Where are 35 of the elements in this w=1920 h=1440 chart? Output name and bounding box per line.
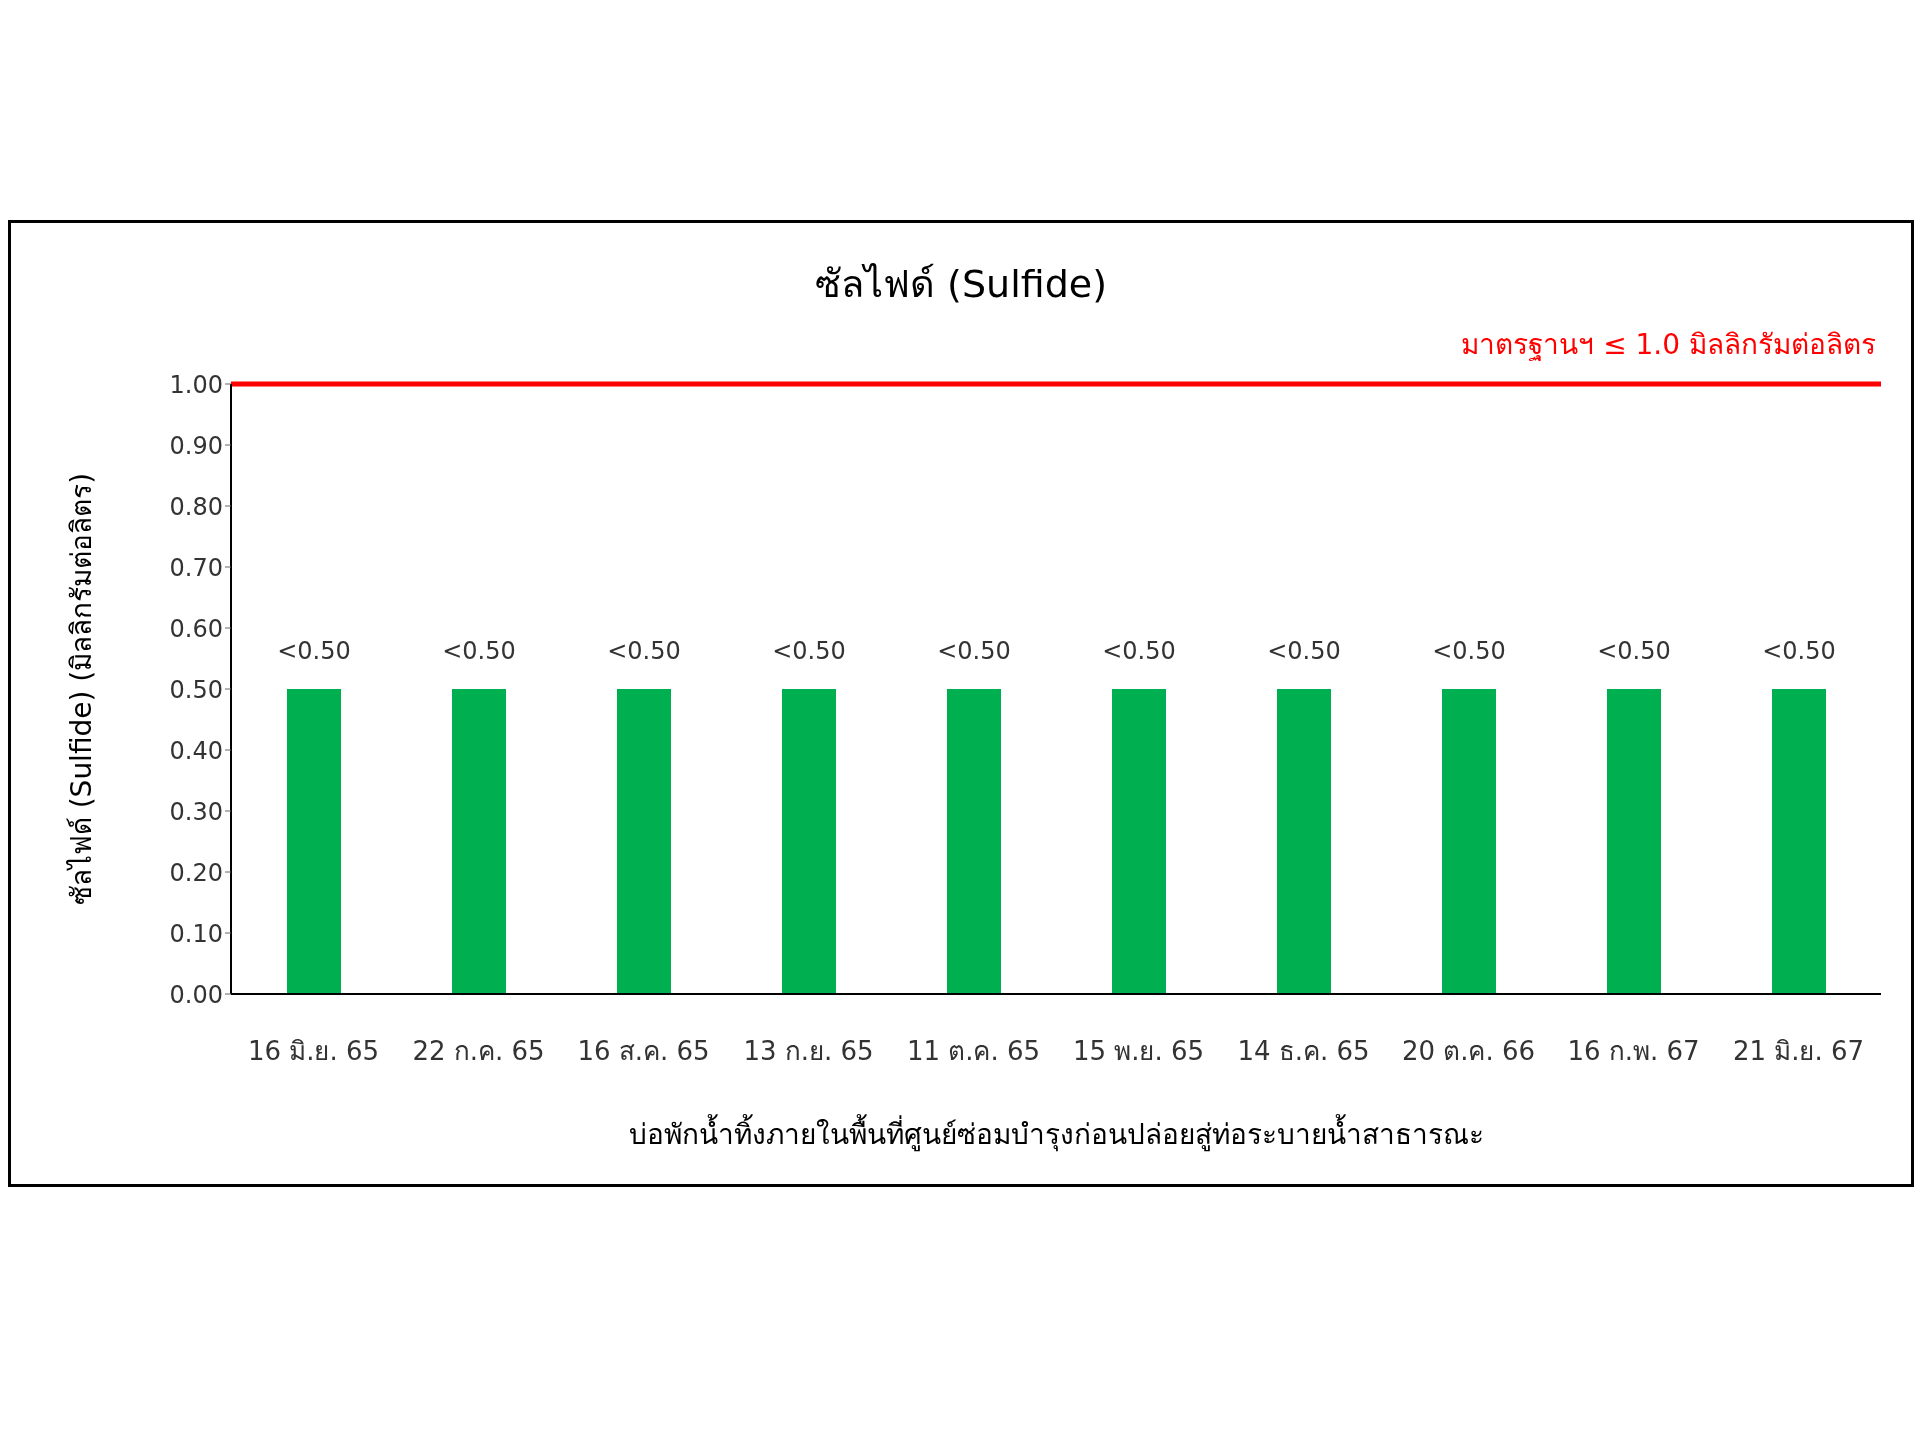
x-axis-title: บ่อพักน้ำทิ้งภายในพื้นที่ศูนย์ซ่อมบำรุงก่อนปล่อยสู่ท่อระบายน้ำสาธารณะ [628,1114,1484,1152]
x-tick-label: 15 พ.ย. 65 [1072,1036,1205,1067]
data-label: <0.50 [1102,637,1176,665]
y-tick-label: 0.20 [169,858,223,887]
x-tick-label: 22 ก.ค. 65 [412,1036,545,1067]
x-tick-label: 13 ก.ย. 65 [743,1036,874,1067]
x-tick-label: 14 ธ.ค. 65 [1237,1036,1370,1067]
y-tick-label: 0.10 [169,919,223,948]
data-label: <0.50 [937,637,1011,665]
y-tick-label: 0.90 [169,431,223,460]
x-tick-label: 20 ต.ค. 66 [1401,1036,1536,1067]
y-tick-label: 0.80 [169,492,223,521]
y-tick-label: 0.50 [169,675,223,704]
x-tick-label: 16 มิ.ย. 65 [247,1036,380,1067]
x-tick-label: 21 มิ.ย. 67 [1732,1036,1865,1067]
data-label: <0.50 [1762,637,1836,665]
data-label: <0.50 [1267,637,1341,665]
data-label: <0.50 [1597,637,1671,665]
y-tick-label: 0.30 [169,797,223,826]
y-axis-title: ซัลไฟด์ (Sulfide) (มิลลิกรัมต่อลิตร) [64,472,98,906]
y-tick-label: 0.60 [169,614,223,643]
data-label: <0.50 [442,637,516,665]
x-tick-label: 16 ส.ค. 65 [577,1036,710,1067]
ref-line-label: มาตรฐานฯ ≤ 1.0 มิลลิกรัมต่อลิตร [1461,327,1876,361]
data-label: <0.50 [277,637,351,665]
data-label: <0.50 [607,637,681,665]
y-tick-label: 0.40 [169,736,223,765]
y-tick-label: 0.70 [169,553,223,582]
y-tick-label: 1.00 [169,370,223,399]
data-label: <0.50 [772,637,846,665]
x-tick-label: 11 ต.ค. 65 [906,1036,1041,1067]
chart-title: ซัลไฟด์ (Sulfide) [814,261,1108,308]
x-tick-label: 16 ก.พ. 67 [1567,1036,1700,1067]
data-label: <0.50 [1432,637,1506,665]
y-tick-label: 0.00 [169,980,223,1009]
